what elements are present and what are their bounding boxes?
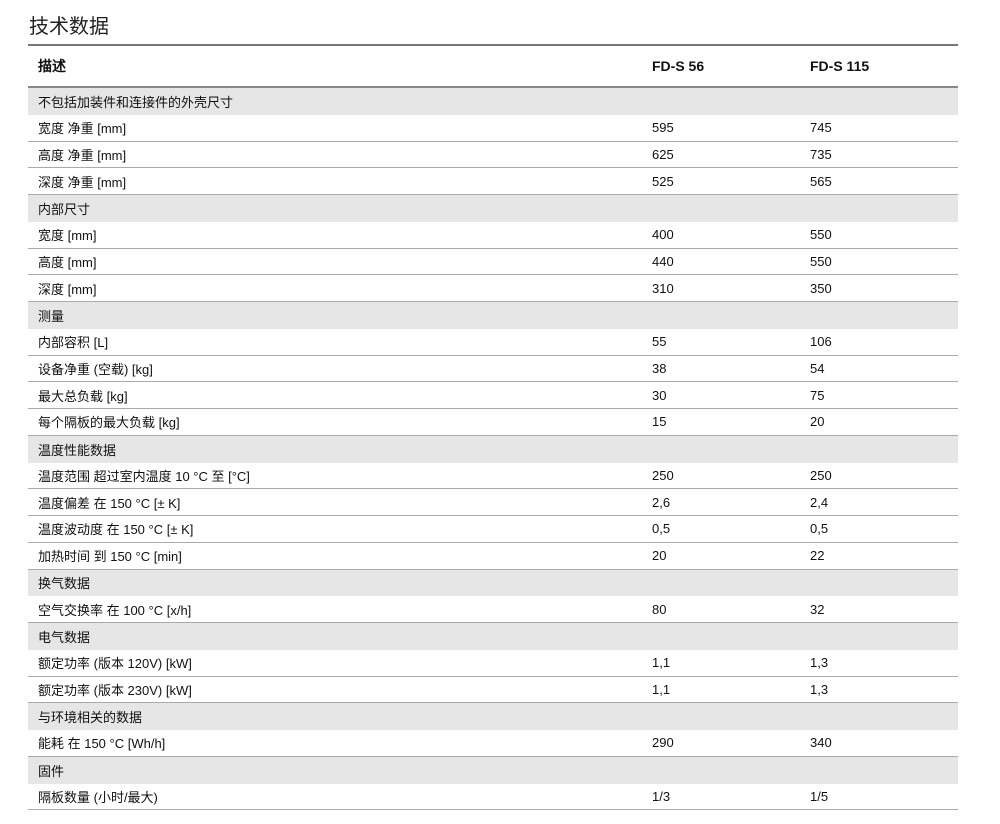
group-row: 电气数据	[28, 623, 958, 650]
value-fd-s-115: 565	[810, 173, 832, 189]
table-row: 高度 [mm] 440 550	[28, 249, 958, 276]
row-label: 与环境相关的数据	[38, 710, 143, 726]
row-label: 深度 [mm]	[38, 281, 97, 297]
page-title: 技术数据	[29, 16, 109, 38]
value-fd-s-56: 1,1	[652, 655, 671, 671]
value-fd-s-56: 625	[652, 146, 674, 162]
row-label: 额定功率 (版本 120V) [kW]	[38, 656, 192, 672]
value-fd-s-56: 290	[652, 735, 674, 751]
tech-data-table: 描述 FD-S 56 FD-S 115 不包括加装件和连接件的外壳尺寸 宽度 净重…	[28, 44, 958, 811]
value-fd-s-115: 0,5	[810, 521, 829, 537]
table-row: 高度 净重 [mm] 625 735	[28, 142, 958, 169]
table-row: 最大总负载 [kg] 30 75	[28, 382, 958, 409]
value-fd-s-115: 735	[810, 146, 832, 162]
value-fd-s-115: 106	[810, 334, 832, 350]
table-row: 空气交换率 在 100 °C [x/h] 80 32	[28, 596, 958, 623]
value-fd-s-56: 2,6	[652, 494, 671, 510]
value-fd-s-56: 80	[652, 601, 667, 617]
table-row: 内部容积 [L] 55 106	[28, 329, 958, 356]
value-fd-s-115: 54	[810, 360, 825, 376]
value-fd-s-56: 55	[652, 334, 667, 350]
value-fd-s-115: 1,3	[810, 655, 829, 671]
value-fd-s-115: 1/5	[810, 788, 829, 804]
table-row: 深度 [mm] 310 350	[28, 275, 958, 302]
row-label: 固件	[38, 763, 65, 779]
row-label: 电气数据	[38, 629, 91, 645]
value-fd-s-56: 15	[652, 414, 667, 430]
table-row: 额定功率 (版本 120V) [kW] 1,1 1,3	[28, 650, 958, 677]
row-label: 隔板数量 (小时/最大)	[38, 789, 158, 805]
value-fd-s-56: 400	[652, 227, 674, 243]
value-fd-s-56: 38	[652, 360, 667, 376]
header-description: 描述	[38, 58, 66, 74]
value-fd-s-115: 2,4	[810, 494, 829, 510]
group-row: 测量	[28, 302, 958, 329]
table-row: 温度波动度 在 150 °C [± K] 0,5 0,5	[28, 516, 958, 543]
value-fd-s-115: 745	[810, 120, 832, 136]
value-fd-s-115: 550	[810, 253, 832, 269]
row-label: 高度 [mm]	[38, 254, 97, 270]
row-label: 能耗 在 150 °C [Wh/h]	[38, 736, 166, 752]
group-row: 内部尺寸	[28, 195, 958, 222]
row-label: 温度波动度 在 150 °C [± K]	[38, 522, 194, 538]
row-label: 每个隔板的最大负载 [kg]	[38, 415, 180, 431]
row-label: 换气数据	[38, 576, 91, 592]
table-header: 描述 FD-S 56 FD-S 115	[28, 46, 958, 88]
row-label: 内部尺寸	[38, 201, 91, 217]
value-fd-s-115: 75	[810, 387, 825, 403]
value-fd-s-56: 1,1	[652, 681, 671, 697]
value-fd-s-56: 440	[652, 253, 674, 269]
value-fd-s-115: 250	[810, 467, 832, 483]
value-fd-s-56: 595	[652, 120, 674, 136]
value-fd-s-115: 32	[810, 601, 825, 617]
row-label: 加热时间 到 150 °C [min]	[38, 549, 182, 565]
row-label: 宽度 净重 [mm]	[38, 121, 127, 137]
row-label: 内部容积 [L]	[38, 335, 109, 351]
value-fd-s-56: 1/3	[652, 788, 671, 804]
table-row: 能耗 在 150 °C [Wh/h] 290 340	[28, 730, 958, 757]
group-row: 与环境相关的数据	[28, 703, 958, 730]
value-fd-s-115: 1,3	[810, 681, 829, 697]
table-row: 温度范围 超过室内温度 10 °C 至 [°C] 250 250	[28, 463, 958, 490]
row-label: 深度 净重 [mm]	[38, 174, 127, 190]
row-label: 额定功率 (版本 230V) [kW]	[38, 682, 192, 698]
row-label: 温度性能数据	[38, 442, 117, 458]
value-fd-s-115: 350	[810, 280, 832, 296]
value-fd-s-56: 250	[652, 467, 674, 483]
value-fd-s-115: 22	[810, 548, 825, 564]
row-label: 设备净重 (空载) [kg]	[38, 361, 153, 377]
table-row: 温度偏差 在 150 °C [± K] 2,6 2,4	[28, 489, 958, 516]
table-row: 设备净重 (空载) [kg] 38 54	[28, 356, 958, 383]
row-label: 测量	[38, 308, 65, 324]
value-fd-s-115: 550	[810, 227, 832, 243]
value-fd-s-56: 30	[652, 387, 667, 403]
value-fd-s-115: 340	[810, 735, 832, 751]
table-row: 深度 净重 [mm] 525 565	[28, 168, 958, 195]
group-row: 温度性能数据	[28, 435, 958, 463]
value-fd-s-56: 20	[652, 548, 667, 564]
value-fd-s-56: 525	[652, 173, 674, 189]
table-row: 宽度 [mm] 400 550	[28, 222, 958, 249]
row-label: 空气交换率 在 100 °C [x/h]	[38, 602, 192, 618]
value-fd-s-56: 0,5	[652, 521, 671, 537]
row-label: 最大总负载 [kg]	[38, 388, 128, 404]
group-row: 固件	[28, 756, 958, 784]
table-row: 额定功率 (版本 230V) [kW] 1,1 1,3	[28, 677, 958, 704]
group-row: 换气数据	[28, 569, 958, 597]
value-fd-s-56: 310	[652, 280, 674, 296]
table-row: 隔板数量 (小时/最大) 1/3 1/5	[28, 784, 958, 811]
value-fd-s-115: 20	[810, 414, 825, 430]
row-label: 高度 净重 [mm]	[38, 147, 127, 163]
table-row: 加热时间 到 150 °C [min] 20 22	[28, 543, 958, 570]
header-model-1: FD-S 56	[652, 58, 705, 74]
table-body: 不包括加装件和连接件的外壳尺寸 宽度 净重 [mm] 595 745 高度 净重 [mm…	[28, 88, 958, 811]
group-row: 不包括加装件和连接件的外壳尺寸	[28, 88, 958, 115]
header-model-2: FD-S 115	[810, 58, 870, 74]
row-label: 宽度 [mm]	[38, 228, 97, 244]
row-label: 温度范围 超过室内温度 10 °C 至 [°C]	[38, 468, 250, 484]
table-row: 宽度 净重 [mm] 595 745	[28, 115, 958, 142]
table-row: 每个隔板的最大负载 [kg] 15 20	[28, 409, 958, 436]
row-label: 温度偏差 在 150 °C [± K]	[38, 495, 181, 511]
row-label: 不包括加装件和连接件的外壳尺寸	[38, 94, 234, 110]
